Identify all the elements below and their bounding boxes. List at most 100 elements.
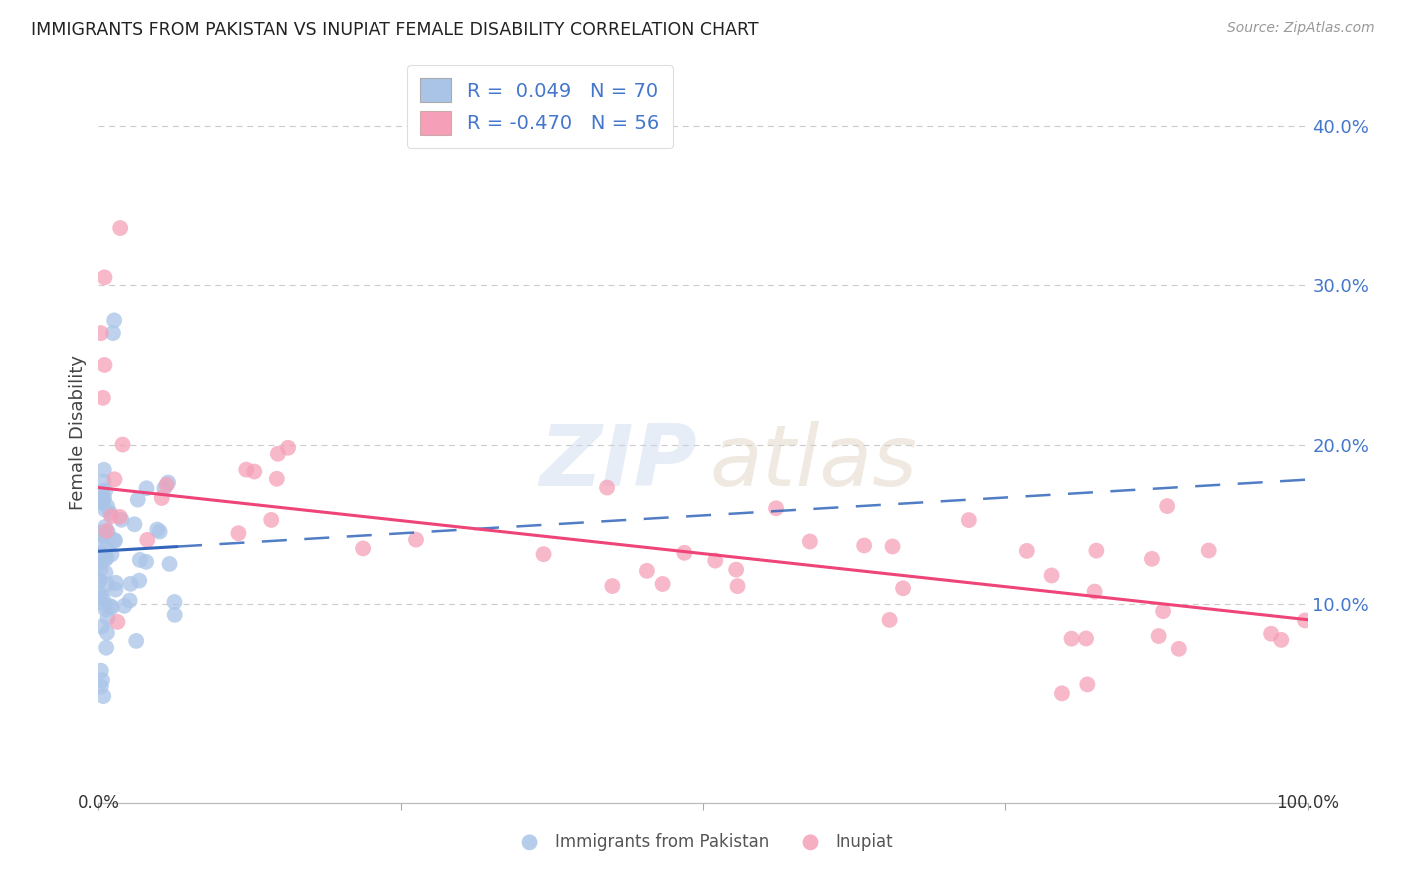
Point <box>1156 499 1178 513</box>
Point <box>91 591 114 606</box>
Point <box>111 437 134 451</box>
Point <box>157 475 180 490</box>
Point <box>1074 632 1097 646</box>
Point <box>108 509 131 524</box>
Point <box>90 664 112 678</box>
Point <box>101 600 124 615</box>
Point <box>94 552 117 566</box>
Point <box>94 603 117 617</box>
Point <box>1260 626 1282 640</box>
Point <box>596 481 619 495</box>
Legend: Immigrants from Pakistan, Inupiat: Immigrants from Pakistan, Inupiat <box>506 826 900 857</box>
Point <box>104 575 127 590</box>
Point <box>704 553 727 567</box>
Point <box>957 513 980 527</box>
Point <box>96 577 118 591</box>
Point <box>96 611 118 625</box>
Point <box>136 533 159 547</box>
Point <box>1060 632 1083 646</box>
Point <box>128 574 150 588</box>
Point <box>93 598 115 612</box>
Point <box>90 537 112 551</box>
Point <box>127 492 149 507</box>
Point <box>103 472 125 486</box>
Point <box>93 491 115 505</box>
Point <box>1050 686 1073 700</box>
Point <box>725 563 748 577</box>
Point <box>602 579 624 593</box>
Point <box>882 540 904 554</box>
Point <box>94 640 117 655</box>
Point <box>103 313 125 327</box>
Point <box>636 564 658 578</box>
Point <box>352 541 374 556</box>
Point <box>125 634 148 648</box>
Point <box>651 577 673 591</box>
Point <box>98 506 121 520</box>
Point <box>91 527 114 541</box>
Point <box>135 555 157 569</box>
Text: ZIP: ZIP <box>540 421 697 504</box>
Point <box>90 619 112 633</box>
Point <box>260 513 283 527</box>
Point <box>90 495 112 509</box>
Point <box>96 551 118 566</box>
Point <box>93 475 115 489</box>
Point <box>101 326 124 340</box>
Point <box>235 462 257 476</box>
Point <box>853 539 876 553</box>
Point <box>87 553 110 567</box>
Text: Source: ZipAtlas.com: Source: ZipAtlas.com <box>1227 21 1375 35</box>
Point <box>97 524 120 539</box>
Point <box>128 553 150 567</box>
Point <box>1085 543 1108 558</box>
Point <box>673 546 696 560</box>
Point <box>1294 614 1316 628</box>
Text: 100.0%: 100.0% <box>1277 794 1339 812</box>
Point <box>1015 544 1038 558</box>
Point <box>93 358 115 372</box>
Point <box>104 533 127 548</box>
Point <box>146 523 169 537</box>
Text: 0.0%: 0.0% <box>77 794 120 812</box>
Point <box>727 579 749 593</box>
Point <box>93 463 115 477</box>
Point <box>89 574 111 588</box>
Point <box>120 577 142 591</box>
Point <box>89 590 111 604</box>
Point <box>96 625 118 640</box>
Point <box>150 491 173 505</box>
Point <box>90 494 112 508</box>
Y-axis label: Female Disability: Female Disability <box>69 355 87 510</box>
Point <box>799 534 821 549</box>
Point <box>124 517 146 532</box>
Point <box>90 326 112 340</box>
Point <box>96 524 118 538</box>
Point <box>96 541 118 556</box>
Point <box>108 221 131 235</box>
Point <box>1198 543 1220 558</box>
Point <box>94 566 117 580</box>
Point <box>100 547 122 561</box>
Point <box>87 574 110 588</box>
Point <box>93 549 115 563</box>
Point <box>1147 629 1170 643</box>
Point <box>1167 641 1189 656</box>
Text: atlas: atlas <box>709 421 917 504</box>
Point <box>110 513 132 527</box>
Point <box>267 447 290 461</box>
Point <box>89 556 111 570</box>
Point <box>100 509 122 524</box>
Point <box>112 599 135 613</box>
Point <box>533 547 555 561</box>
Point <box>1152 604 1174 618</box>
Point <box>163 595 186 609</box>
Point <box>91 547 114 561</box>
Point <box>96 500 118 514</box>
Point <box>107 615 129 629</box>
Point <box>266 472 288 486</box>
Point <box>1040 568 1063 582</box>
Point <box>891 582 914 596</box>
Point <box>1140 552 1163 566</box>
Point <box>879 613 901 627</box>
